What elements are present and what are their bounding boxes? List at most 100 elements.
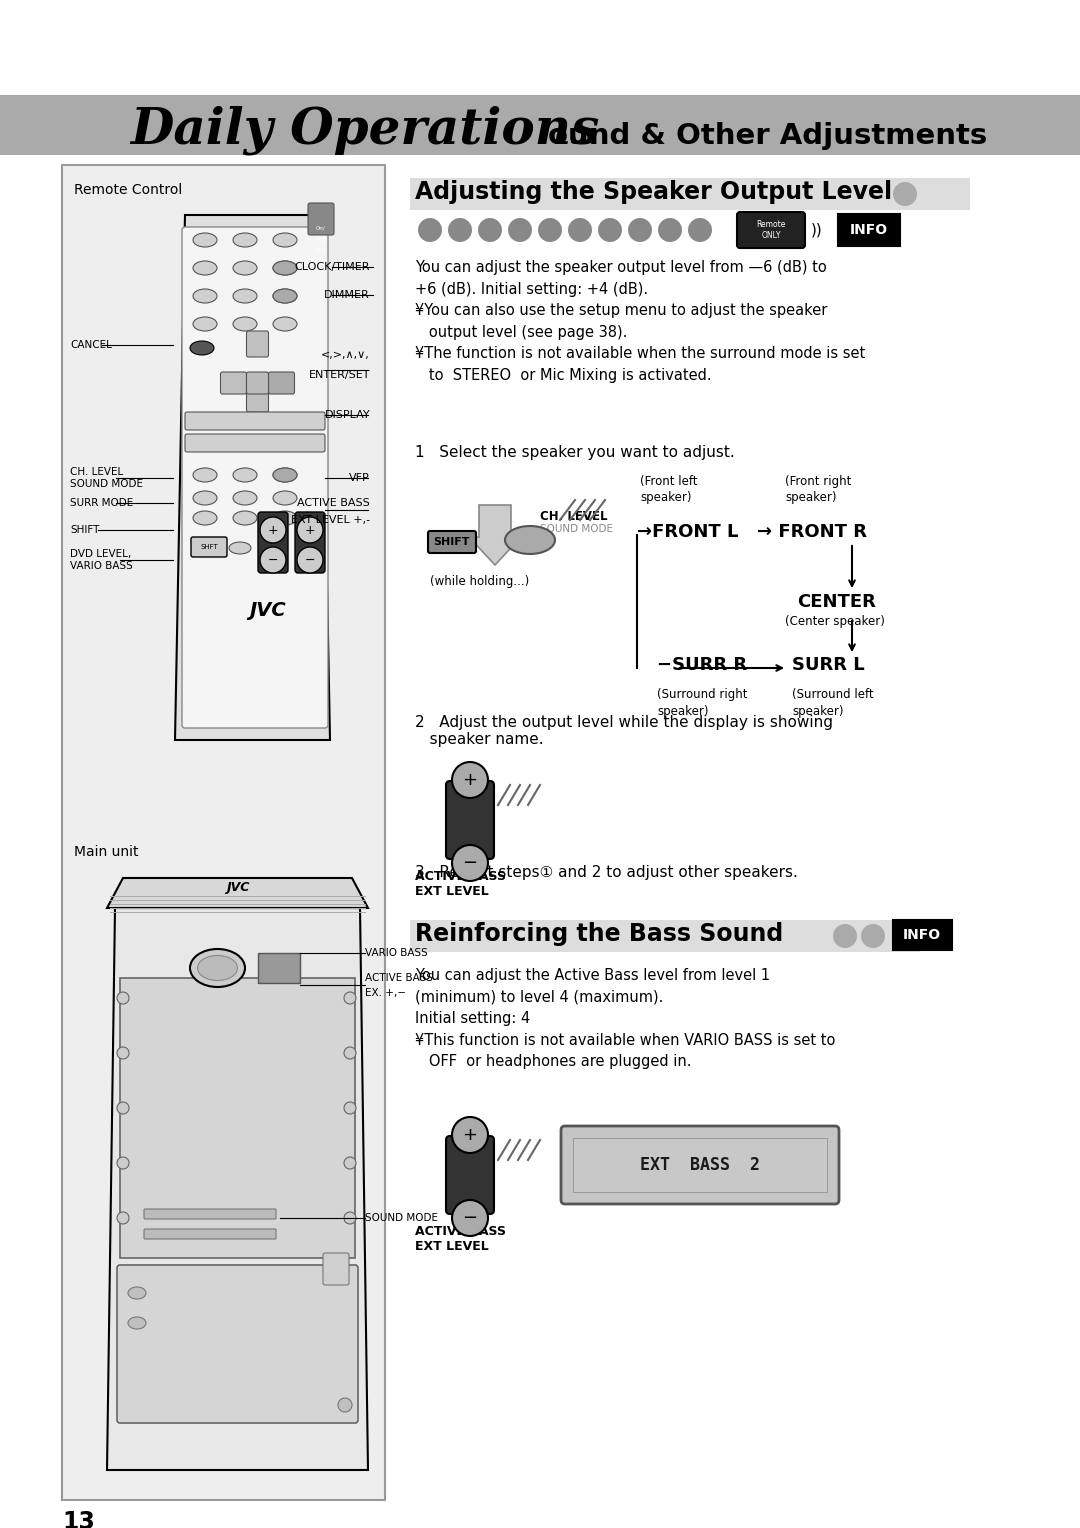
Ellipse shape [273, 289, 297, 303]
Text: +: + [462, 772, 477, 788]
FancyBboxPatch shape [191, 536, 227, 558]
Text: Reinforcing the Bass Sound: Reinforcing the Bass Sound [415, 921, 783, 946]
Ellipse shape [233, 289, 257, 303]
Polygon shape [107, 879, 368, 908]
Circle shape [453, 1117, 488, 1154]
Text: VARIO BASS: VARIO BASS [365, 947, 428, 958]
FancyBboxPatch shape [220, 371, 246, 394]
Ellipse shape [190, 341, 214, 354]
Text: EXT LEVEL: EXT LEVEL [415, 885, 489, 898]
Text: Remote
ONLY: Remote ONLY [756, 220, 785, 240]
Text: EX. +,−: EX. +,− [365, 989, 406, 998]
Text: On/: On/ [316, 225, 326, 231]
Ellipse shape [193, 510, 217, 526]
Text: )): )) [811, 223, 823, 237]
Ellipse shape [273, 490, 297, 504]
Text: You can adjust the speaker output level from —6 (dB) to
+6 (dB). Initial setting: You can adjust the speaker output level … [415, 260, 865, 384]
Circle shape [260, 516, 286, 542]
Text: ACTIVE BASS: ACTIVE BASS [297, 498, 370, 507]
Text: speaker): speaker) [640, 490, 691, 504]
Circle shape [345, 992, 356, 1004]
Text: Adjusting the Speaker Output Level: Adjusting the Speaker Output Level [415, 180, 892, 205]
Text: CANCEL: CANCEL [70, 341, 112, 350]
Text: (while holding...): (while holding...) [430, 575, 529, 588]
Ellipse shape [505, 526, 555, 555]
Circle shape [448, 219, 472, 241]
Circle shape [568, 219, 592, 241]
Circle shape [453, 845, 488, 882]
Text: 3   Repeat steps① and 2 to adjust other speakers.: 3 Repeat steps① and 2 to adjust other sp… [415, 865, 798, 880]
FancyBboxPatch shape [185, 413, 325, 429]
Ellipse shape [273, 468, 297, 481]
Circle shape [260, 547, 286, 573]
Text: DIMMER: DIMMER [324, 290, 370, 299]
Text: → FRONT R: → FRONT R [757, 523, 867, 541]
Polygon shape [107, 908, 368, 1470]
Text: −: − [462, 854, 477, 872]
FancyBboxPatch shape [257, 953, 299, 983]
Circle shape [833, 924, 858, 947]
Text: (Front right: (Front right [785, 475, 851, 487]
Ellipse shape [229, 542, 251, 555]
Circle shape [453, 762, 488, 798]
Text: speaker): speaker) [785, 490, 837, 504]
Text: ENTER/SET: ENTER/SET [309, 370, 370, 380]
Text: ound & Other Adjustments: ound & Other Adjustments [548, 122, 987, 150]
Text: →FRONT L: →FRONT L [637, 523, 739, 541]
Ellipse shape [193, 261, 217, 275]
Ellipse shape [193, 289, 217, 303]
FancyBboxPatch shape [117, 1265, 357, 1423]
FancyBboxPatch shape [446, 1135, 494, 1215]
Ellipse shape [233, 261, 257, 275]
Text: 2   Adjust the output level while the display is showing
   speaker name.: 2 Adjust the output level while the disp… [415, 715, 833, 747]
FancyBboxPatch shape [183, 228, 328, 727]
Text: ACTIVE BASS: ACTIVE BASS [415, 869, 507, 883]
FancyBboxPatch shape [295, 512, 325, 573]
Text: SURR MODE: SURR MODE [70, 498, 133, 507]
Text: DVD LEVEL,
VARIO BASS: DVD LEVEL, VARIO BASS [70, 549, 133, 571]
FancyBboxPatch shape [144, 1209, 276, 1219]
Text: INFO: INFO [850, 223, 888, 237]
Text: EXT LEVEL: EXT LEVEL [415, 1241, 489, 1253]
FancyBboxPatch shape [308, 203, 334, 235]
FancyBboxPatch shape [428, 532, 476, 553]
Circle shape [297, 547, 323, 573]
Circle shape [453, 1199, 488, 1236]
Text: (Center speaker): (Center speaker) [785, 614, 885, 628]
Polygon shape [175, 215, 330, 740]
FancyBboxPatch shape [561, 1126, 839, 1204]
Circle shape [418, 219, 442, 241]
Text: CH. LEVEL: CH. LEVEL [540, 510, 607, 523]
FancyBboxPatch shape [838, 214, 900, 246]
Ellipse shape [193, 490, 217, 504]
Text: INFO: INFO [903, 927, 941, 941]
Circle shape [297, 516, 323, 542]
Ellipse shape [273, 316, 297, 332]
FancyBboxPatch shape [144, 1229, 276, 1239]
FancyBboxPatch shape [323, 1253, 349, 1285]
Text: ACTIVE BASS: ACTIVE BASS [415, 1225, 507, 1238]
Circle shape [345, 1157, 356, 1169]
FancyBboxPatch shape [269, 371, 295, 394]
Text: (Front left: (Front left [640, 475, 698, 487]
FancyBboxPatch shape [410, 920, 920, 952]
Text: VFP: VFP [349, 474, 370, 483]
Text: CENTER: CENTER [797, 593, 876, 611]
Text: TV: TV [318, 257, 324, 261]
Circle shape [508, 219, 532, 241]
Text: 1   Select the speaker you want to adjust.: 1 Select the speaker you want to adjust. [415, 445, 734, 460]
Circle shape [345, 1212, 356, 1224]
Text: Main unit: Main unit [75, 845, 138, 859]
Ellipse shape [129, 1287, 146, 1299]
Text: SURR L: SURR L [792, 656, 865, 674]
Text: JVC: JVC [226, 882, 249, 894]
Ellipse shape [233, 316, 257, 332]
Ellipse shape [233, 510, 257, 526]
Circle shape [117, 1047, 129, 1059]
Text: EXT  BASS  2: EXT BASS 2 [640, 1157, 760, 1174]
Text: +: + [462, 1126, 477, 1144]
FancyBboxPatch shape [258, 512, 288, 573]
Circle shape [117, 992, 129, 1004]
Circle shape [688, 219, 712, 241]
Text: SOUND MODE: SOUND MODE [365, 1213, 438, 1222]
